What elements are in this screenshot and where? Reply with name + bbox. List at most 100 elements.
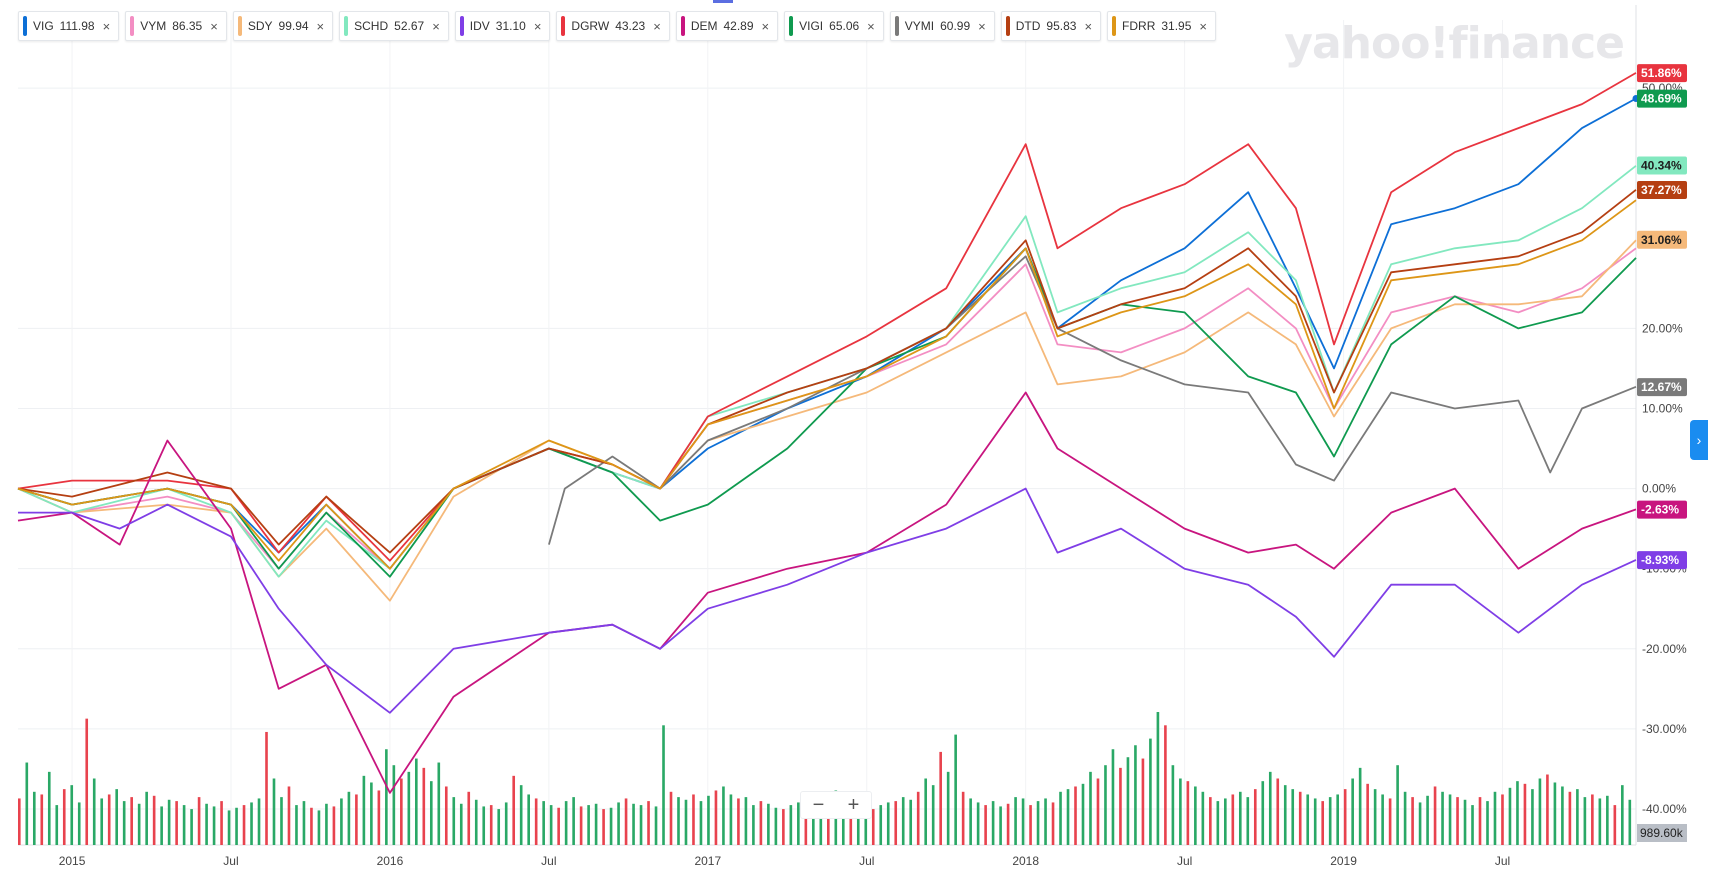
volume-bar	[624, 798, 628, 845]
legend-chip-vym[interactable]: VYM 86.35 ×	[125, 11, 227, 41]
legend-chip-vymi[interactable]: VYMI 60.99 ×	[889, 11, 995, 41]
volume-bar	[961, 791, 965, 845]
side-panel-toggle[interactable]: ›	[1690, 420, 1708, 460]
volume-bar	[302, 801, 306, 845]
volume-bar	[1576, 789, 1579, 845]
legend-chip-fdrr[interactable]: FDRR 31.95 ×	[1107, 11, 1216, 41]
volume-bar	[1366, 783, 1369, 845]
legend-price: 65.06	[829, 19, 860, 33]
y-tick-label: -40.00%	[1642, 802, 1687, 816]
volume-bar	[355, 794, 358, 845]
volume-bar	[115, 789, 119, 845]
zoom-controls: − +	[800, 791, 872, 819]
volume-bar	[62, 789, 66, 845]
close-icon[interactable]: ×	[653, 18, 661, 34]
volume-bar	[77, 802, 81, 845]
legend-chip-vigi[interactable]: VIGI 65.06 ×	[784, 11, 884, 41]
volume-bar	[190, 809, 193, 845]
volume-bar	[1171, 765, 1175, 845]
volume-bar	[639, 805, 643, 845]
close-icon[interactable]: ×	[210, 18, 218, 34]
volume-bars	[18, 712, 1632, 845]
volume-bar	[175, 801, 178, 845]
volume-bar	[901, 797, 905, 845]
legend-chip-dem[interactable]: DEM 42.89 ×	[675, 11, 779, 41]
legend-chip-dgrw[interactable]: DGRW 43.23 ×	[556, 11, 670, 41]
volume-bar	[317, 810, 321, 845]
volume-bar	[797, 802, 800, 845]
end-label-box	[1637, 64, 1687, 83]
close-icon[interactable]: ×	[1199, 18, 1207, 34]
volume-bar	[1583, 797, 1587, 845]
close-icon[interactable]: ×	[867, 18, 875, 34]
y-tick-label: -20.00%	[1642, 642, 1687, 656]
close-icon[interactable]: ×	[316, 18, 325, 34]
legend-chip-vig[interactable]: VIG 111.98 ×	[18, 11, 120, 41]
volume-bar	[160, 806, 163, 845]
volume-bar	[1388, 798, 1392, 845]
volume-bar	[991, 801, 995, 845]
volume-bar	[1126, 757, 1130, 845]
volume-bar	[1059, 791, 1062, 845]
end-label: -2.63%	[1641, 503, 1679, 517]
volume-bar	[392, 765, 396, 845]
close-icon[interactable]: ×	[533, 18, 542, 34]
volume-bar	[946, 771, 950, 845]
legend-price: 60.99	[940, 19, 971, 33]
legend-chip-dtd[interactable]: DTD 95.83 ×	[1000, 11, 1102, 41]
volume-bar	[894, 801, 898, 845]
close-icon[interactable]: ×	[1084, 18, 1093, 34]
volume-bar	[1358, 767, 1362, 845]
end-label-box	[1637, 500, 1687, 519]
volume-bar	[362, 775, 366, 845]
end-label: 40.34%	[1641, 158, 1682, 172]
volume-bar	[295, 805, 298, 845]
volume-bar	[564, 801, 568, 845]
close-icon[interactable]: ×	[432, 18, 440, 34]
volume-bar	[549, 805, 553, 845]
volume-bar	[1306, 794, 1310, 845]
volume-bar	[280, 797, 283, 845]
volume-bar	[212, 806, 216, 845]
volume-bar	[1351, 778, 1354, 845]
volume-bar	[467, 791, 471, 845]
end-label: 12.67%	[1641, 380, 1682, 394]
volume-bar	[871, 809, 875, 845]
volume-bar	[1141, 758, 1145, 845]
legend-price: 43.23	[615, 19, 646, 33]
zoom-out-button[interactable]: −	[812, 794, 825, 816]
x-tick-label: 2015	[59, 854, 86, 868]
y-tick-label: 10.00%	[1642, 401, 1683, 415]
volume-bar	[669, 791, 673, 845]
volume-bar	[130, 797, 133, 845]
volume-bar	[594, 803, 598, 845]
volume-bar	[272, 778, 276, 845]
close-icon[interactable]: ×	[102, 18, 111, 34]
close-icon[interactable]: ×	[978, 18, 986, 34]
volume-bar	[1149, 738, 1152, 845]
volume-bar	[602, 809, 605, 845]
volume-bar	[1561, 786, 1564, 845]
legend-chip-schd[interactable]: SCHD 52.67 ×	[339, 11, 449, 41]
volume-bar	[916, 791, 920, 845]
volume-bar	[1268, 771, 1272, 845]
close-icon[interactable]: ×	[761, 18, 770, 34]
volume-bar	[587, 805, 590, 845]
volume-bar	[332, 806, 336, 845]
series-swatch	[237, 16, 242, 36]
volume-bar	[1426, 795, 1429, 845]
volume-bar	[1298, 791, 1302, 845]
volume-bar	[437, 762, 441, 845]
end-label-box	[1637, 551, 1687, 570]
volume-bar	[377, 790, 381, 845]
legend-chip-sdy[interactable]: SDY 99.94 ×	[232, 11, 334, 41]
volume-bar	[1081, 783, 1085, 845]
volume-bar	[422, 767, 426, 845]
zoom-in-button[interactable]: +	[847, 794, 860, 816]
volume-bar	[1508, 787, 1512, 845]
volume-bar	[1253, 789, 1257, 845]
legend-chip-idv[interactable]: IDV 31.10 ×	[454, 11, 551, 41]
series-line-schd	[17, 165, 1637, 578]
volume-bar	[310, 807, 313, 845]
